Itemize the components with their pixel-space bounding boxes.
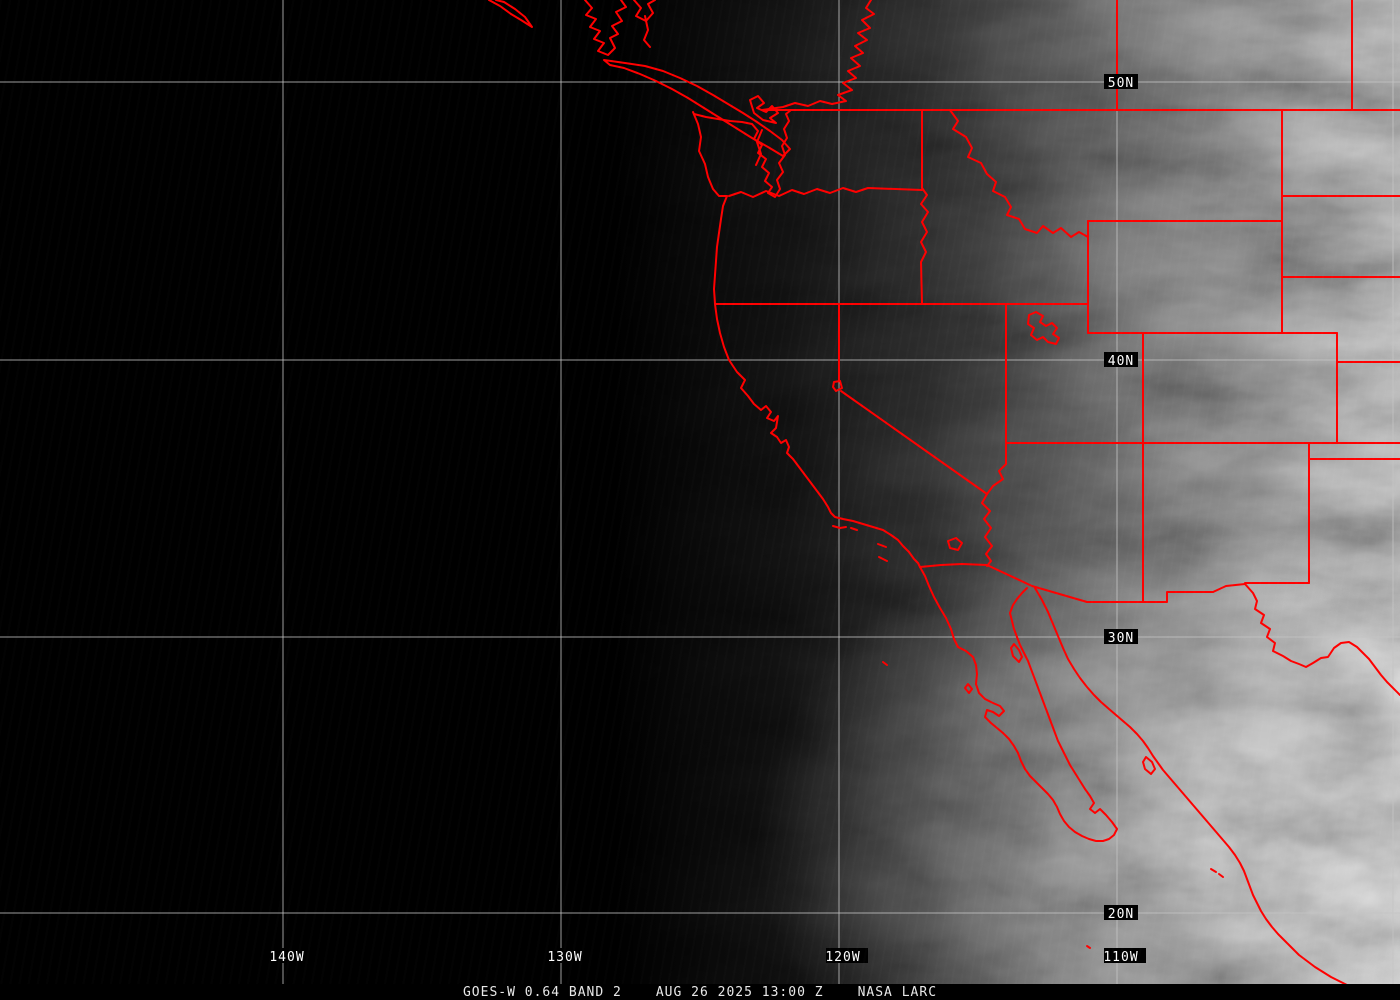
map-outline-isla-tiburon <box>1142 756 1156 775</box>
credit-label: NASA LARC <box>857 984 938 1000</box>
product-label: GOES-W 0.64 BAND 2 <box>462 984 622 1000</box>
longitude-label-120w: 120W <box>825 950 860 965</box>
map-outline-mx-bootheel <box>1086 591 1214 603</box>
map-outline-salton-sea <box>947 537 963 551</box>
map-outline-islas-marias <box>1210 868 1224 878</box>
longitude-label-130w: 130W <box>547 950 582 965</box>
timestamp-label: AUG 26 2025 13:00 Z <box>655 984 824 1000</box>
caption-bar: GOES-W 0.64 BAND 2 AUG 26 2025 13:00 Z N… <box>0 984 1400 1000</box>
map-outline-haida-island <box>488 0 533 28</box>
map-outline-wa-id-snake <box>920 109 929 305</box>
latitude-label-40n: 40N <box>1108 354 1134 369</box>
map-outline-lake-tahoe <box>832 380 843 392</box>
latitude-label-20n: 20N <box>1108 907 1134 922</box>
map-outline-nm-mx-to-elpaso <box>1212 583 1246 593</box>
map-outline-san-clemente <box>878 556 888 562</box>
map-outline-bc-fjord <box>643 15 651 48</box>
map-outline-colorado-river <box>981 493 993 567</box>
map-outline-ca-mx-border <box>919 563 988 568</box>
map-outline-channel-islands <box>832 525 858 531</box>
map-outline-sonora-sinaloa-coast <box>1034 587 1348 986</box>
coastline-and-borders-overlay <box>488 0 1400 986</box>
map-outline-santa-catalina <box>877 543 887 548</box>
map-outline-nv-az-colorado <box>986 442 1007 495</box>
map-outline-san-juan-islands <box>749 95 779 124</box>
map-outline-isla-guadalupe <box>882 661 888 666</box>
map-outline-hood-canal <box>755 129 763 166</box>
map-outline-isla-socorro <box>1086 945 1091 949</box>
latlon-grid-labels: 50N 40N 30N 20N 140W 130W 120W 110W <box>269 74 1146 965</box>
longitude-label-110w: 110W <box>1103 950 1138 965</box>
map-outline-id-mt-divide <box>949 109 1089 238</box>
map-outline-juan-de-fuca-puget <box>693 109 792 198</box>
latitude-label-30n: 30N <box>1108 631 1134 646</box>
latitude-label-50n: 50N <box>1108 76 1134 91</box>
map-outline-rio-grande <box>1244 583 1400 696</box>
map-outline-az-mx-border <box>986 564 1088 603</box>
map-outline-wa-coast <box>692 111 728 197</box>
map-outline-bc-coast <box>761 0 875 111</box>
map-outline-bc-islands-a <box>584 0 627 56</box>
map-outline-isla-cedros <box>964 683 973 694</box>
map-outline-wa-or-columbia <box>728 187 923 198</box>
longitude-label-140w: 140W <box>269 950 304 965</box>
map-outline-baja-peninsula <box>919 566 1118 842</box>
map-outline-pacific-coast <box>713 195 921 568</box>
map-outline-ca-nv-diagonal <box>840 390 988 495</box>
map-outline-isla-angel-guarda <box>1010 643 1023 663</box>
map-outline-great-salt-lake <box>1027 311 1060 345</box>
map-outline-vancouver-island <box>603 59 791 157</box>
